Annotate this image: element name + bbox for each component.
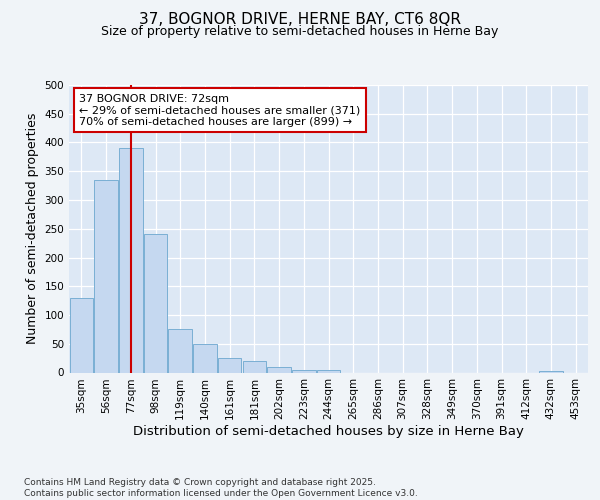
X-axis label: Distribution of semi-detached houses by size in Herne Bay: Distribution of semi-detached houses by … <box>133 425 524 438</box>
Text: 37, BOGNOR DRIVE, HERNE BAY, CT6 8QR: 37, BOGNOR DRIVE, HERNE BAY, CT6 8QR <box>139 12 461 28</box>
Bar <box>70 298 93 372</box>
Bar <box>169 330 192 372</box>
Text: Size of property relative to semi-detached houses in Herne Bay: Size of property relative to semi-detach… <box>101 25 499 38</box>
Bar <box>193 344 217 372</box>
Bar <box>242 361 266 372</box>
Text: Contains HM Land Registry data © Crown copyright and database right 2025.
Contai: Contains HM Land Registry data © Crown c… <box>24 478 418 498</box>
Text: 37 BOGNOR DRIVE: 72sqm
← 29% of semi-detached houses are smaller (371)
70% of se: 37 BOGNOR DRIVE: 72sqm ← 29% of semi-det… <box>79 94 361 127</box>
Bar <box>144 234 167 372</box>
Bar <box>119 148 143 372</box>
Bar <box>292 370 316 372</box>
Y-axis label: Number of semi-detached properties: Number of semi-detached properties <box>26 113 39 344</box>
Bar <box>94 180 118 372</box>
Bar <box>268 367 291 372</box>
Bar <box>317 370 340 372</box>
Bar <box>218 358 241 372</box>
